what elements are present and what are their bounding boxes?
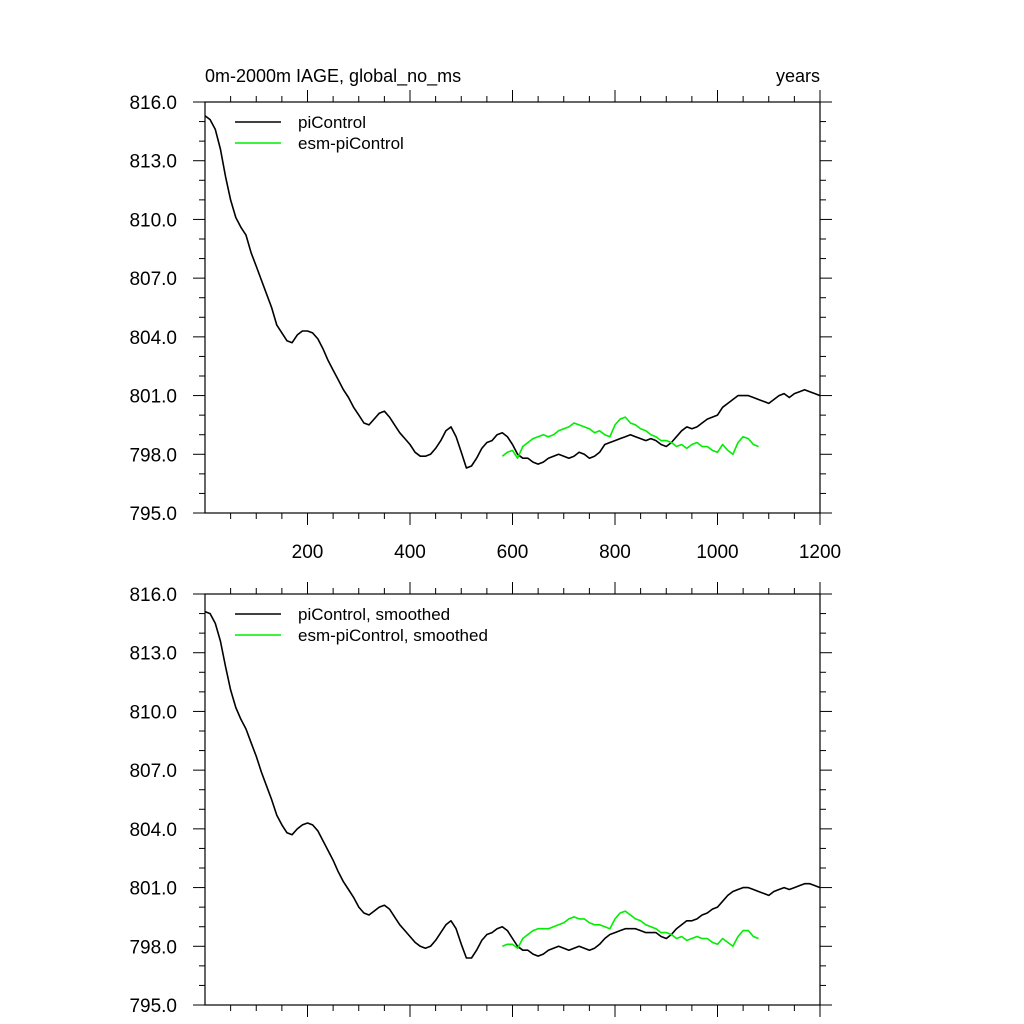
legend-label: esm-piControl: [298, 134, 404, 153]
y-tick-label: 810.0: [129, 210, 177, 231]
series-line-picontrol: [204, 115, 821, 469]
y-tick-label: 798.0: [129, 445, 177, 466]
y-tick-labels: 816.0 813.0 810.0 807.0 804.0 801.0 798.0 795.0: [129, 93, 177, 525]
y-tick-label: 801.0: [129, 879, 177, 900]
x-tick-label: 800: [599, 542, 631, 563]
y-tick-label: 804.0: [129, 820, 177, 841]
y-tick-label: 795.0: [129, 996, 177, 1017]
series-line-esm-picontrol-smoothed: [502, 910, 759, 950]
y-tick-label: 816.0: [129, 93, 177, 114]
y-tick-label: 801.0: [129, 387, 177, 408]
y-tick-label: 813.0: [129, 644, 177, 665]
legend-label: esm-piControl, smoothed: [298, 626, 488, 645]
bottom-panel: 816.0 813.0 810.0 807.0 804.0 801.0 798.0 795.0…: [129, 582, 832, 1017]
y-tick-label: 810.0: [129, 702, 177, 723]
axis-ticks: [193, 90, 832, 525]
y-tick-label: 804.0: [129, 328, 177, 349]
series-line-esm-picontrol: [501, 416, 759, 460]
x-tick-label: 600: [497, 542, 529, 563]
x-tick-label: 1000: [696, 542, 738, 563]
y-tick-label: 813.0: [129, 152, 177, 173]
axis-ticks: [193, 582, 832, 1017]
x-tick-label: 400: [394, 542, 426, 563]
y-tick-label: 807.0: [129, 269, 177, 290]
y-tick-label: 795.0: [129, 504, 177, 525]
data-lines: [204, 610, 821, 959]
legend: piControl esm-piControl: [235, 113, 404, 153]
y-tick-labels: 816.0 813.0 810.0 807.0 804.0 801.0 798.0 795.0: [129, 585, 177, 1017]
legend-label: piControl, smoothed: [298, 605, 450, 624]
x-tick-label: 200: [292, 542, 324, 563]
data-lines: [204, 115, 821, 469]
legend-label: piControl: [298, 113, 366, 132]
y-tick-label: 798.0: [129, 937, 177, 958]
chart-title: 0m-2000m IAGE, global_no_ms: [205, 66, 461, 87]
x-tick-labels: 200 400 600 800 1000 1200: [292, 542, 841, 563]
series-line-picontrol-smoothed: [204, 610, 821, 959]
x-tick-label: 1200: [799, 542, 841, 563]
y-tick-label: 807.0: [129, 761, 177, 782]
top-panel: 0m-2000m IAGE, global_no_ms years 816.08…: [129, 66, 841, 563]
y-tick-label: 816.0: [129, 585, 177, 606]
chart-units: years: [776, 66, 820, 86]
legend: piControl, smoothed esm-piControl, smooth…: [235, 605, 488, 645]
